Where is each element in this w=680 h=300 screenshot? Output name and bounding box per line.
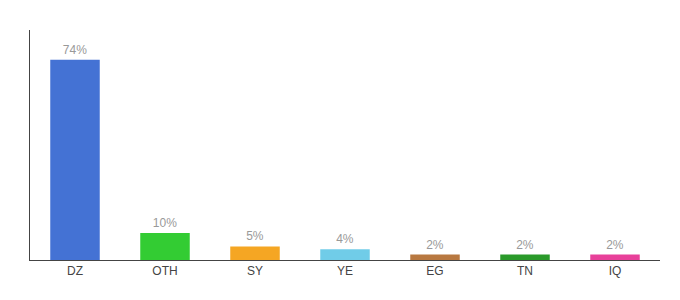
svg-text:4%: 4% xyxy=(336,232,354,246)
svg-text:YE: YE xyxy=(337,264,353,278)
svg-text:2%: 2% xyxy=(426,238,444,252)
svg-text:DZ: DZ xyxy=(67,264,83,278)
svg-text:2%: 2% xyxy=(516,238,534,252)
svg-text:EG: EG xyxy=(426,264,443,278)
svg-text:2%: 2% xyxy=(606,238,624,252)
svg-text:SY: SY xyxy=(247,264,263,278)
svg-text:10%: 10% xyxy=(153,216,177,230)
svg-text:OTH: OTH xyxy=(152,264,177,278)
svg-text:TN: TN xyxy=(517,264,533,278)
svg-text:IQ: IQ xyxy=(609,264,622,278)
svg-text:74%: 74% xyxy=(63,43,87,57)
svg-text:5%: 5% xyxy=(246,229,264,243)
